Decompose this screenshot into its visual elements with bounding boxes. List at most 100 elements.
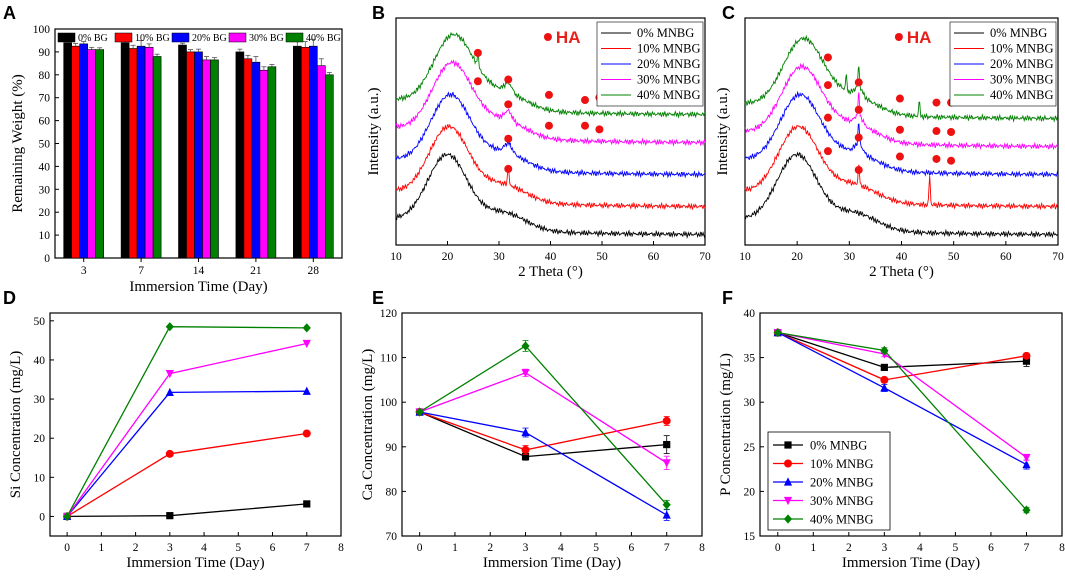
point-40-mnbg-day-7 <box>1022 505 1031 515</box>
ha-legend-label: HA <box>907 28 932 47</box>
x-tick-label: 20 <box>791 251 803 263</box>
x-axis-label: Immersion Time (Day) <box>842 555 980 571</box>
ha-legend-dot <box>894 33 903 41</box>
ha-peak-marker <box>947 156 956 165</box>
x-tick-label: 7 <box>664 542 670 554</box>
point-40-mnbg-day-0 <box>773 328 782 338</box>
bar-40-bg-day-14 <box>210 59 219 259</box>
x-axis-label: Immersion Time (Day) <box>483 555 621 571</box>
panel-b-xrd: B 10 20 30 40 50 60 70 2 Theta (°) Intensity (a.u… <box>366 3 711 280</box>
legend-marker-0-mnbg <box>784 441 792 449</box>
y-tick-label: 80 <box>386 486 398 498</box>
point-0-mnbg-day-3 <box>166 512 174 520</box>
legend-label-0-mnbg: 0% MNBG <box>810 439 867 453</box>
xrd-curve-20-mnbg <box>744 90 1059 179</box>
legend-box <box>949 21 1057 107</box>
legend-marker-30-mnbg <box>783 496 793 506</box>
y-tick-label: 80 <box>39 70 51 82</box>
legend-swatch-40-bg <box>285 32 304 43</box>
y-tick-label: 30 <box>34 394 46 406</box>
ha-peak-marker <box>895 125 904 134</box>
x-tick-label: 6 <box>988 542 994 554</box>
bar-0-bg-day-3 <box>63 42 73 259</box>
ha-peak-marker <box>473 77 482 86</box>
point-0-mnbg-day-7 <box>663 440 671 449</box>
y-tick-label: 15 <box>744 531 756 543</box>
ha-peak-marker <box>581 96 590 105</box>
ha-peak-marker <box>932 127 941 136</box>
legend-label-20-bg: 20% BG <box>192 33 227 44</box>
panel-label: C <box>722 3 735 23</box>
ha-peak-marker <box>823 113 832 122</box>
bar-20-bg-day-21 <box>251 61 261 259</box>
legend-label-10-mnbg: 10% MNBG <box>637 42 701 56</box>
y-tick-label: 40 <box>34 355 46 367</box>
x-tick-label: 10 <box>390 251 402 263</box>
x-tick-label: 0 <box>64 542 70 554</box>
x-tick-label: 3 <box>881 542 887 554</box>
xrd-curve-30-mnbg <box>744 62 1059 151</box>
bar-0-bg-day-21 <box>235 51 245 259</box>
point-20-mnbg-day-7 <box>1022 460 1031 469</box>
x-tick-label: 1 <box>452 542 458 554</box>
x-tick-label: 0 <box>775 542 781 554</box>
panel-d-si-concentration: D 0 1 2 3 4 5 6 7 8 0 10 20 30 40 50 Immersion Time (Day… <box>3 288 344 571</box>
ha-peak-marker <box>504 100 513 109</box>
xrd-curve-20-mnbg <box>395 91 706 179</box>
y-tick-label: 0 <box>39 511 45 523</box>
x-tick-label: 8 <box>699 542 705 554</box>
bar-0-bg-day-14 <box>178 44 187 259</box>
point-40-mnbg-day-3 <box>880 345 889 356</box>
x-axis-label: Immersion Time (Day) <box>126 555 264 571</box>
x-tick-label: 7 <box>138 265 144 277</box>
panel-e-ca-concentration: E 0 1 2 3 4 5 6 7 8 70 80 90 100 110 120 Immersion Time … <box>360 288 705 571</box>
ha-peak-marker <box>581 121 590 130</box>
point-20-mnbg-day-3 <box>165 387 174 397</box>
y-tick-label: 90 <box>386 442 398 454</box>
bar-10-bg-day-3 <box>71 45 80 259</box>
xrd-curve-10-mnbg <box>395 123 706 211</box>
bar-40-bg-day-28 <box>324 74 334 259</box>
x-tick-label: 7 <box>1024 542 1030 554</box>
bar-30-bg-day-28 <box>316 65 326 259</box>
x-tick-label: 30 <box>844 251 856 263</box>
panel-label: D <box>3 288 16 308</box>
ha-peak-marker <box>854 165 863 174</box>
panel-label: B <box>372 3 385 23</box>
y-tick-label: 25 <box>744 442 756 454</box>
x-tick-label: 14 <box>193 265 205 277</box>
point-40-mnbg-day-0 <box>63 511 72 522</box>
bar-20-bg-day-14 <box>194 51 203 259</box>
y-tick-label: 50 <box>34 316 46 328</box>
legend-label-40-mnbg: 40% MNBG <box>637 88 701 102</box>
ha-peak-marker <box>595 125 604 134</box>
x-tick-label: 20 <box>442 251 454 263</box>
point-30-mnbg-day-7 <box>662 459 671 468</box>
bar-10-bg-day-7 <box>128 48 138 259</box>
x-tick-label: 3 <box>167 542 173 554</box>
panel-f-p-concentration: F 0 1 2 3 4 5 6 7 8 15 20 25 30 35 40 Immersion Time (Da… <box>718 288 1065 571</box>
x-tick-label: 4 <box>917 542 923 554</box>
y-tick-label: 10 <box>39 230 51 242</box>
bar-40-bg-day-3 <box>95 49 104 259</box>
bar-20-bg-day-7 <box>136 45 146 259</box>
point-10-mnbg-day-3 <box>880 375 889 384</box>
y-tick-label: 110 <box>380 353 397 365</box>
ha-peak-marker <box>932 154 941 163</box>
ha-peak-marker <box>854 133 863 142</box>
point-20-mnbg-day-7 <box>302 386 311 395</box>
ha-peak-marker <box>947 128 956 137</box>
panel-label: F <box>722 288 733 308</box>
x-tick-label: 2 <box>846 542 852 554</box>
legend-label-10-mnbg: 10% MNBG <box>990 42 1054 56</box>
point-0-mnbg-day-7 <box>1022 357 1031 365</box>
xrd-curve-0-mnbg <box>395 152 706 239</box>
x-tick-label: 5 <box>953 542 959 554</box>
legend-label-30-mnbg: 30% MNBG <box>990 73 1054 87</box>
x-tick-label: 1 <box>98 542 104 554</box>
y-tick-label: 60 <box>39 116 51 128</box>
point-0-mnbg-day-3 <box>521 453 530 461</box>
panel-c-xrd: C 10 20 30 40 50 60 70 2 Theta (°) Intensity (a.u… <box>715 3 1064 280</box>
legend-marker-10-mnbg <box>784 459 792 468</box>
point-10-mnbg-day-3 <box>165 449 174 458</box>
